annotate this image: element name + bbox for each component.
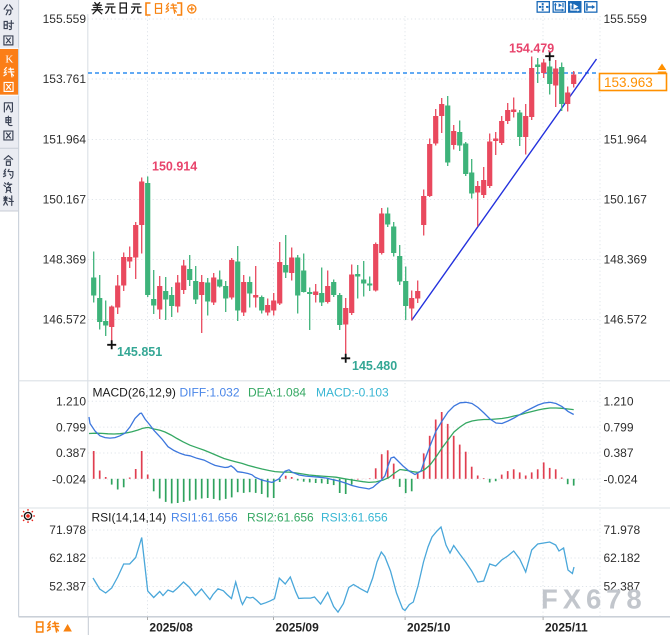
svg-text:148.369: 148.369 [43,253,87,267]
svg-text:150.167: 150.167 [43,193,87,207]
svg-text:150.167: 150.167 [604,193,648,207]
svg-text:71.978: 71.978 [604,523,641,537]
svg-text:151.964: 151.964 [604,133,648,147]
svg-text:1.210: 1.210 [56,394,86,408]
svg-text:52.387: 52.387 [49,580,86,594]
svg-text:62.182: 62.182 [49,551,86,565]
svg-text:DEA:1.084: DEA:1.084 [248,386,306,400]
svg-text:2025/11: 2025/11 [545,621,588,635]
svg-text:-0.024: -0.024 [52,472,86,486]
svg-text:-0.024: -0.024 [604,472,638,486]
svg-text:0.799: 0.799 [56,420,86,434]
svg-text:MACD:-0.103: MACD:-0.103 [316,386,389,400]
svg-text:145.480: 145.480 [352,359,397,373]
svg-text:146.572: 146.572 [43,313,87,327]
svg-text:155.559: 155.559 [43,12,87,26]
svg-text:155.559: 155.559 [604,12,648,26]
svg-text:52.387: 52.387 [604,580,641,594]
svg-text:RSI(14,14,14): RSI(14,14,14) [92,511,167,525]
svg-text:FX678: FX678 [541,584,647,615]
svg-text:RSI3:61.656: RSI3:61.656 [321,511,388,525]
svg-text:K: K [5,54,13,66]
svg-text:0.799: 0.799 [604,420,634,434]
svg-text:RSI2:61.656: RSI2:61.656 [247,511,314,525]
svg-text:2025/09: 2025/09 [275,621,319,635]
svg-text:71.978: 71.978 [49,523,86,537]
svg-text:153.963: 153.963 [604,75,653,90]
svg-text:DIFF:1.032: DIFF:1.032 [180,386,240,400]
svg-text:2025/10: 2025/10 [407,621,451,635]
svg-text:2025/08: 2025/08 [149,621,193,635]
svg-text:0.387: 0.387 [604,446,634,460]
svg-text:62.182: 62.182 [604,551,641,565]
svg-text:MACD(26,12,9): MACD(26,12,9) [93,386,176,400]
svg-text:145.851: 145.851 [117,345,162,359]
svg-text:0.387: 0.387 [56,446,86,460]
svg-text:154.479: 154.479 [509,42,554,56]
svg-text:153.761: 153.761 [43,72,87,86]
svg-text:146.572: 146.572 [604,313,648,327]
svg-text:RSI1:61.656: RSI1:61.656 [171,511,238,525]
svg-text:148.369: 148.369 [604,253,648,267]
svg-text:1.210: 1.210 [604,394,634,408]
svg-text:151.964: 151.964 [43,133,87,147]
svg-text:150.914: 150.914 [152,160,197,174]
